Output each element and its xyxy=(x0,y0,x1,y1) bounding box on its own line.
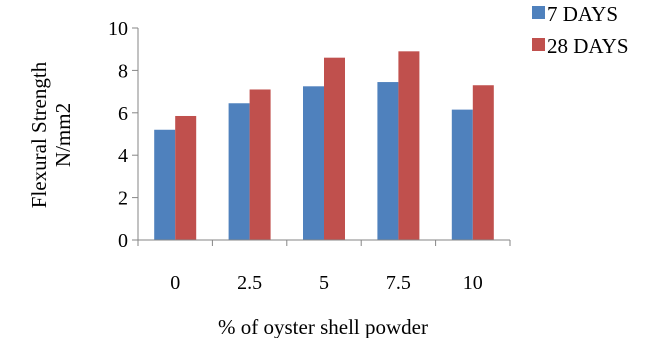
x-axis-title: % of oyster shell powder xyxy=(218,315,428,338)
x-tick-label: 10 xyxy=(463,272,483,294)
y-tick-label: 8 xyxy=(118,60,128,82)
legend-label: 28 DAYS xyxy=(547,34,629,58)
x-tick-label: 5 xyxy=(319,272,329,294)
bar-series xyxy=(154,51,494,241)
bar-28-days-5 xyxy=(324,57,345,241)
y-tick-label: 2 xyxy=(118,188,128,210)
x-tick-label: 7.5 xyxy=(386,272,411,294)
bar-7-days-2.5 xyxy=(228,103,250,240)
y-axis-title: Flexural Strength N/mm2 xyxy=(27,61,75,208)
y-tick-label: 4 xyxy=(118,145,128,167)
x-axis: 0 2.5 5 7.5 10 xyxy=(137,239,511,294)
bar-7-days-10 xyxy=(451,109,473,241)
y-tick-label: 10 xyxy=(108,18,128,40)
y-axis-title-line-2: N/mm2 xyxy=(51,103,75,167)
y-tick-label: 6 xyxy=(118,103,128,125)
legend-swatch xyxy=(532,38,545,51)
bar-7-days-7.5 xyxy=(377,82,399,240)
legend-swatch xyxy=(532,6,545,19)
legend-label: 7 DAYS xyxy=(547,2,618,26)
y-axis-title-line-1: Flexural Strength xyxy=(27,61,51,208)
bar-28-days-7.5 xyxy=(398,51,420,240)
bar-28-days-10 xyxy=(472,85,494,241)
y-axis-ticks: 0 2 4 6 8 10 xyxy=(108,18,139,252)
bar-28-days-2.5 xyxy=(249,89,271,240)
bar-28-days-0 xyxy=(175,115,197,240)
bar-7-days-5 xyxy=(303,86,324,240)
bar-7-days-0 xyxy=(154,129,176,240)
legend: 7 DAYS 28 DAYS xyxy=(532,2,629,58)
y-tick-label: 0 xyxy=(118,230,128,252)
x-tick-label: 2.5 xyxy=(237,272,262,294)
x-tick-label: 0 xyxy=(170,272,180,294)
